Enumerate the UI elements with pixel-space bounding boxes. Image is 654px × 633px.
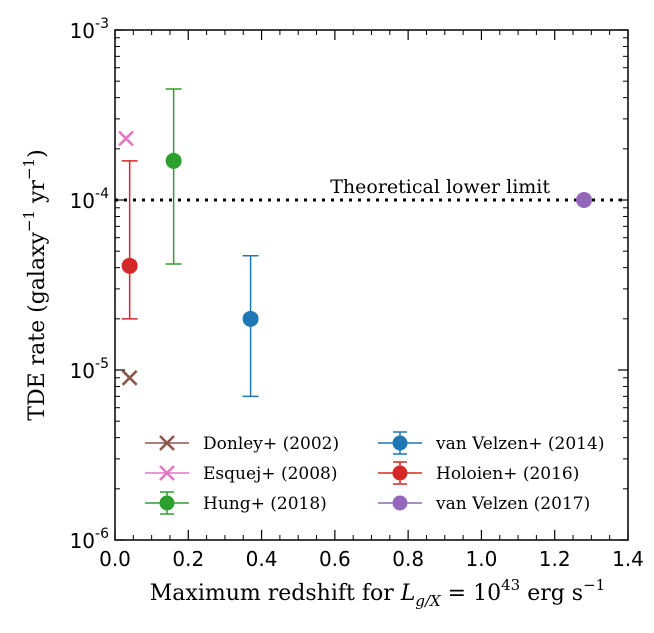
legend-item: van Velzen (2017) [378,494,590,514]
x-tick-label: 0.8 [392,547,424,571]
x-tick-label: 0.6 [319,547,351,571]
x-tick-label: 1.2 [539,547,571,571]
tick-labels: 0.0 0.2 0.4 0.6 0.8 1.0 1.2 1.4 10-6 10-5 10-4 10-3 [70,16,644,571]
legend-circle-marker [392,465,408,481]
legend-label: van Velzen+ (2014) [435,434,604,454]
series-4-mark [121,160,138,320]
legend-item: van Velzen+ (2014) [378,431,604,455]
x-tick-label: 0.4 [246,547,278,571]
axis-labels: Maximum redshift for Lg/X = 1043 erg s−1… [20,149,605,610]
y-tick-label: 10-5 [70,356,109,383]
legend-x-marker [159,435,175,451]
y-axis-label: TDE rate (galaxy−1 yr−1) [20,149,50,420]
circle-marker [576,192,593,208]
circle-marker [165,152,182,169]
x-marker [118,130,134,147]
legend-x-marker [159,465,175,481]
legend-item: Donley+ (2002) [145,434,339,454]
legend-label: Donley+ (2002) [203,434,339,454]
x-marker [121,369,138,386]
series-5-mark [576,192,593,208]
x-tick-label: 0.2 [172,547,204,571]
data-marks [118,88,593,398]
x-tick-label: 1.0 [466,547,498,571]
y-tick-label: 10-6 [70,526,110,553]
legend-circle-marker [392,495,408,511]
legend-label: Hung+ (2018) [203,494,327,514]
series-0-mark [121,369,138,386]
legend-label: van Velzen (2017) [435,494,590,514]
axis-ticks [114,29,629,541]
legend-circle-marker [392,435,408,451]
circle-marker [242,310,259,327]
legend: Donley+ (2002) Esquej+ (2008) Hung+ (2018)… [145,431,604,515]
legend-label: Esquej+ (2008) [203,464,337,484]
legend-item: Hung+ (2018) [145,491,327,515]
y-tick-label: 10-4 [70,186,110,213]
legend-circle-marker [159,495,175,511]
y-tick-label: 10-3 [70,16,109,43]
legend-item: Esquej+ (2008) [145,464,337,484]
x-tick-label: 1.4 [612,547,644,571]
x-axis-label: Maximum redshift for Lg/X = 1043 erg s−1 [150,576,605,610]
series-2-mark [165,88,182,265]
x-tick-label: 0.0 [99,547,131,571]
series-3-mark [242,254,259,398]
circle-marker [121,257,138,274]
reference-line-group: Theoretical lower limit [115,176,628,202]
legend-label: Holoien+ (2016) [436,464,579,484]
reference-line-label: Theoretical lower limit [330,176,550,198]
legend-item: Holoien+ (2016) [378,461,579,485]
series-1-mark [118,130,134,147]
